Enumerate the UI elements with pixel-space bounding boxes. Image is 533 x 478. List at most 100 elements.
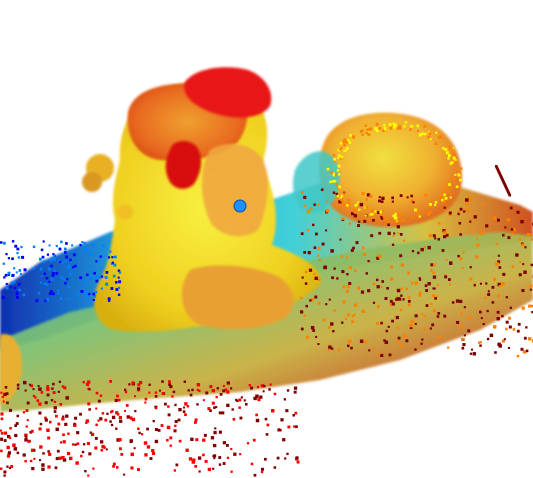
cloud-point	[146, 445, 151, 449]
cloud-point	[362, 213, 365, 216]
cloud-point	[427, 282, 431, 286]
cloud-point	[110, 411, 113, 414]
cloud-point	[432, 309, 436, 313]
cloud-point	[30, 448, 35, 452]
cloud-point	[457, 254, 460, 258]
cloud-point	[59, 403, 63, 406]
cloud-point	[351, 314, 355, 318]
cloud-point	[332, 153, 336, 157]
cloud-point	[52, 271, 55, 275]
cloud-point	[69, 456, 73, 461]
cloud-point	[44, 418, 48, 422]
cloud-point	[40, 248, 44, 252]
cloud-point	[403, 239, 406, 242]
cloud-point	[46, 387, 50, 391]
cloud-point	[100, 440, 104, 444]
cloud-point	[123, 473, 126, 476]
cloud-point	[74, 443, 77, 446]
cloud-point	[318, 259, 322, 262]
cloud-point	[418, 293, 422, 297]
cloud-point	[397, 232, 400, 235]
cloud-point	[398, 124, 402, 128]
cloud-point	[7, 257, 10, 260]
cloud-point	[395, 315, 399, 320]
cloud-point	[493, 325, 497, 329]
cloud-point	[85, 292, 89, 296]
cloud-point	[286, 389, 290, 392]
cloud-point	[85, 419, 90, 423]
cloud-point	[112, 462, 116, 466]
cloud-point	[24, 389, 27, 392]
cloud-point	[459, 167, 463, 170]
cloud-point	[450, 177, 453, 180]
cloud-point	[463, 334, 466, 337]
cloud-point	[480, 231, 484, 236]
cloud-point	[429, 203, 432, 206]
cloud-point	[300, 296, 303, 299]
cloud-point	[527, 233, 531, 237]
cloud-point	[479, 310, 482, 314]
cloud-point	[154, 395, 158, 398]
cloud-point	[105, 271, 109, 274]
cloud-point	[342, 140, 346, 144]
cloud-point	[293, 425, 296, 428]
cloud-point	[11, 257, 14, 261]
cloud-point	[400, 294, 403, 297]
cloud-point	[95, 407, 98, 410]
cloud-point	[83, 249, 87, 253]
cloud-point	[3, 474, 6, 477]
cloud-point	[475, 255, 479, 259]
cloud-point	[423, 125, 427, 128]
cloud-point	[119, 419, 123, 423]
cloud-point	[482, 323, 485, 326]
cloud-point	[309, 207, 313, 211]
cloud-point	[239, 416, 243, 420]
cloud-point	[105, 282, 109, 286]
cloud-point	[419, 278, 422, 281]
cloud-point	[482, 203, 485, 206]
cloud-point	[144, 401, 147, 404]
cloud-point	[384, 340, 389, 345]
cloud-point	[435, 131, 438, 134]
red-top-cluster	[165, 67, 272, 189]
cloud-point	[438, 222, 441, 225]
cloud-point	[53, 258, 56, 261]
cloud-point	[24, 438, 28, 442]
cloud-point	[454, 159, 457, 162]
cloud-point	[498, 344, 502, 348]
cloud-point	[22, 453, 26, 457]
cloud-point	[52, 382, 55, 386]
cloud-point	[450, 147, 453, 150]
cloud-point	[346, 273, 349, 276]
cloud-point	[271, 409, 275, 413]
cloud-point	[264, 417, 268, 421]
cloud-point	[377, 211, 380, 214]
cloud-point	[113, 263, 117, 267]
cloud-point	[388, 353, 392, 357]
cloud-point	[443, 314, 447, 318]
cloud-point	[61, 456, 65, 460]
cloud-point	[58, 247, 62, 251]
cloud-point	[253, 473, 257, 477]
cloud-point	[303, 195, 307, 199]
cloud-point	[321, 242, 325, 246]
cloud-point	[459, 207, 463, 211]
cloud-point	[504, 226, 507, 229]
cloud-point	[284, 457, 287, 460]
cloud-point	[47, 465, 51, 469]
cloud-point	[282, 438, 286, 442]
cloud-point	[399, 344, 403, 347]
cloud-point	[431, 294, 435, 298]
cloud-point	[370, 234, 374, 238]
cloud-point	[88, 388, 91, 391]
cloud-point	[447, 157, 450, 160]
cloud-point	[110, 287, 114, 290]
cloud-point	[130, 416, 133, 419]
cloud-point	[348, 266, 352, 270]
cloud-point	[342, 300, 346, 304]
cloud-point	[34, 396, 37, 399]
cloud-point	[335, 192, 338, 196]
cloud-point	[131, 417, 136, 422]
cloud-point	[212, 467, 215, 470]
cloud-point	[441, 249, 445, 252]
